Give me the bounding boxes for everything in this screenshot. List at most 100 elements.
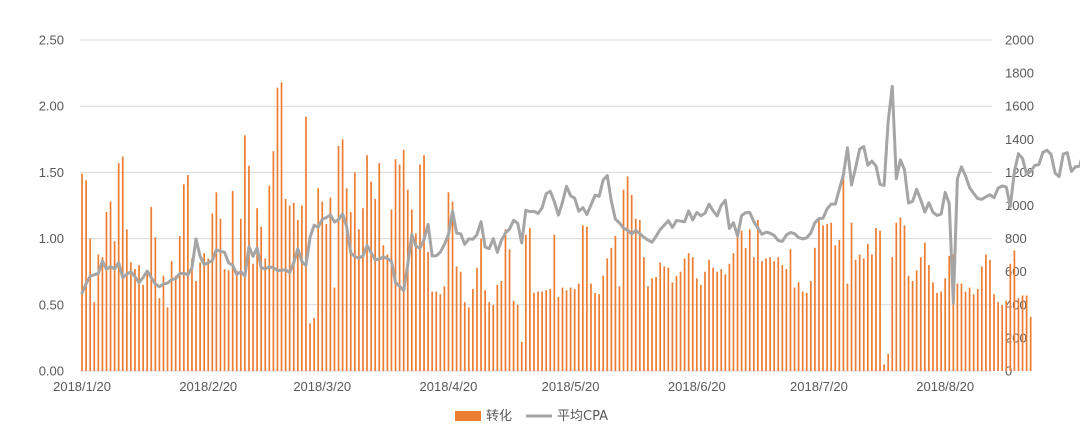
bar [166,307,169,371]
bar [101,257,104,371]
bar [272,151,275,371]
bar [838,239,841,371]
bar [866,243,869,371]
bar [948,255,951,371]
bar [577,283,580,371]
bar [358,229,360,371]
bar [333,287,336,371]
bar [968,287,971,371]
bar [488,302,491,371]
bar [638,220,641,371]
bar [337,145,340,371]
bar [818,220,820,371]
bar [695,278,698,371]
bar [182,184,185,371]
bar [700,284,702,371]
bar [634,218,637,371]
bar [431,291,434,371]
bar [195,280,197,371]
bar [724,274,727,371]
bar [708,259,710,371]
bar [561,287,564,371]
bar [276,87,279,371]
bar [451,201,454,371]
bar [415,233,417,371]
bar [907,275,910,371]
bar [740,230,743,371]
bar [643,257,645,371]
bar [679,271,682,371]
bar [846,283,849,371]
bar [125,229,128,371]
bar [797,282,800,371]
left-tick-label: 1.00 [39,231,64,246]
bar [777,257,780,371]
bar [239,218,242,371]
bar [81,173,83,371]
bar [199,262,201,371]
bar [508,249,511,371]
bar [997,302,999,371]
bar [1025,295,1028,371]
bar [476,267,478,371]
legend-bar-label: 转化 [486,409,512,424]
bar [960,283,963,371]
legend-bar-swatch [455,411,481,421]
left-tick-label: 2.50 [39,33,64,48]
bar [313,318,315,371]
bar [280,82,283,372]
bar [235,270,238,371]
bar [610,247,613,371]
bar [830,222,833,371]
bar [887,353,890,371]
bar [374,198,377,371]
bar [911,280,914,371]
bar [903,225,906,371]
bar [765,258,767,371]
bar [602,275,605,371]
bar [956,283,959,371]
bar [382,245,385,371]
bar [761,261,763,371]
bar [862,258,865,371]
bar [928,265,930,371]
bar [215,192,218,371]
bar [227,270,230,371]
bar [472,288,474,371]
left-axis-ticks: 0.00 0.50 1.00 1.50 2.00 2.50 [39,33,64,379]
legend: 转化 平均CPA [455,409,608,424]
legend-line-label: 平均CPA [557,409,608,424]
bar [113,241,116,371]
bar [545,290,548,371]
bar [569,287,572,371]
bar [712,267,714,371]
bar [121,156,124,371]
bar [439,294,442,371]
bar [223,269,226,371]
bar [362,208,364,371]
bar [626,176,629,371]
bar [952,254,955,371]
bar [590,283,592,371]
bar [467,307,470,371]
bar [899,217,902,371]
bar [516,304,519,371]
bar [581,225,584,371]
bar [484,290,486,371]
bar [398,164,401,371]
right-tick-label: 800 [1005,231,1027,246]
bar [500,280,503,371]
bar [207,258,210,371]
avg-cpa-line [80,84,1080,305]
bar [410,209,413,371]
bar [683,258,686,371]
bar [97,254,100,371]
bar [822,225,824,371]
bar [325,224,328,371]
bar [781,265,784,371]
bar [752,257,755,371]
right-tick-label: 1600 [1005,99,1034,114]
bar [170,261,173,371]
right-tick-label: 1400 [1005,132,1034,147]
right-tick-label: 600 [1005,264,1027,279]
